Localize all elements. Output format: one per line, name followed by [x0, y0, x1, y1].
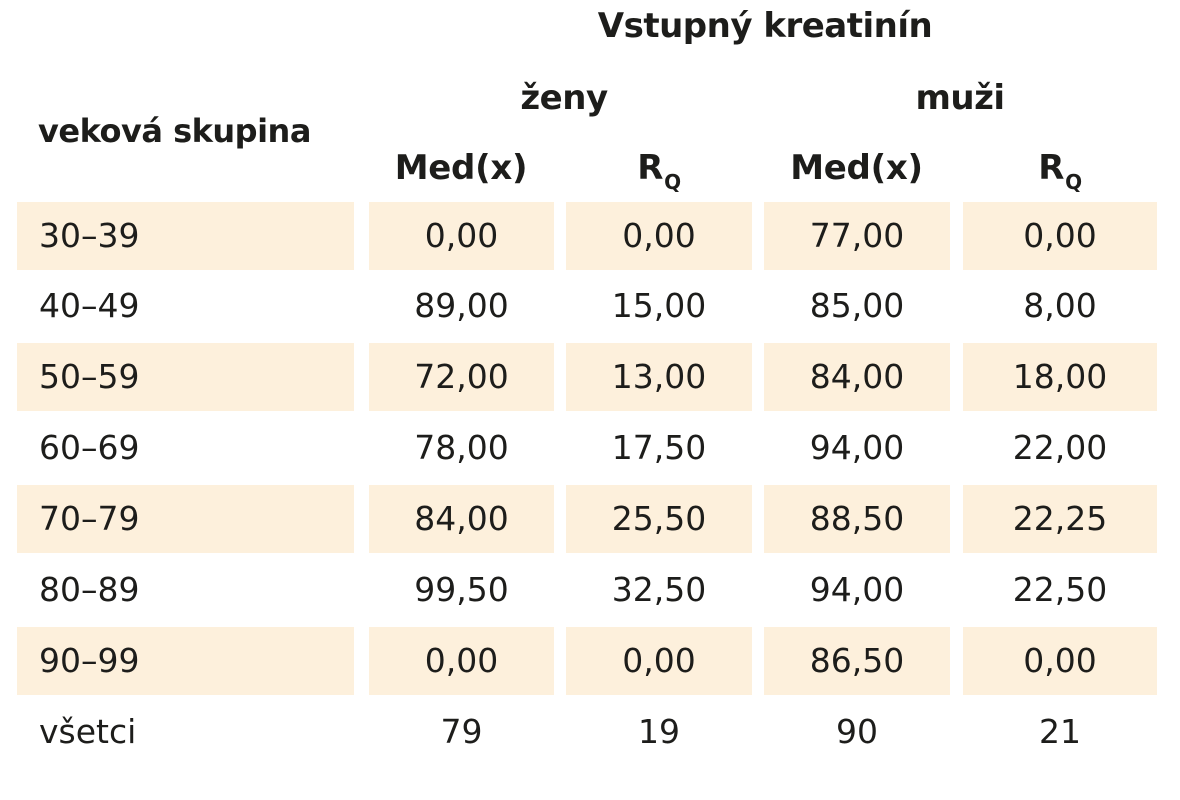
women-range-cell: 15,00 — [611, 286, 707, 325]
women-median-cell: 78,00 — [414, 428, 509, 467]
women-median-cell: 72,00 — [369, 343, 554, 411]
men-median-cell: 77,00 — [764, 202, 950, 270]
women-median-cell: 79 — [440, 712, 483, 751]
age-group-cell: 30–39 — [17, 202, 354, 270]
men-range-cell: 18,00 — [963, 343, 1157, 411]
age-group-cell: 40–49 — [39, 286, 140, 325]
women-median-cell: 89,00 — [414, 286, 509, 325]
women-range-cell: 13,00 — [566, 343, 752, 411]
age-group-cell: 70–79 — [17, 485, 354, 553]
age-group-cell: 90–99 — [17, 627, 354, 695]
women-range-cell: 19 — [638, 712, 680, 751]
women-median-cell: 0,00 — [369, 202, 554, 270]
age-group-cell: 80–89 — [39, 570, 140, 609]
column-header-subscript: Q — [1065, 170, 1082, 194]
men-median-cell: 86,50 — [764, 627, 950, 695]
column-header-label: Med(x) — [790, 148, 923, 188]
men-range-cell: 21 — [1039, 712, 1081, 751]
women-median-cell: 84,00 — [369, 485, 554, 553]
column-header-label: Med(x) — [394, 148, 528, 188]
men-median-cell: 94,00 — [809, 570, 905, 609]
table-row: 50–59 72,00 13,00 84,00 18,00 — [0, 343, 1180, 411]
table-row: 90–99 0,00 0,00 86,50 0,00 — [0, 627, 1180, 695]
table-row-total: všetci 79 19 90 21 — [0, 698, 1180, 766]
women-range-cell: 25,50 — [566, 485, 752, 553]
column-header-subscript: Q — [664, 170, 681, 194]
men-range-cell: 22,00 — [1012, 428, 1108, 467]
table-row: 60–69 78,00 17,50 94,00 22,00 — [0, 414, 1180, 482]
men-range-cell: 8,00 — [1023, 286, 1097, 325]
age-group-cell: 50–59 — [17, 343, 354, 411]
group-header-men: muži — [915, 78, 1005, 118]
men-median-cell: 94,00 — [809, 428, 905, 467]
table-row: 40–49 89,00 15,00 85,00 8,00 — [0, 272, 1180, 340]
column-header-men-range: RQ — [963, 148, 1157, 194]
men-median-cell: 84,00 — [764, 343, 950, 411]
age-group-cell: 60–69 — [39, 428, 140, 467]
column-header-men-median: Med(x) — [764, 148, 950, 188]
column-header-label: R — [637, 148, 664, 188]
column-header-label: R — [1038, 148, 1065, 188]
men-range-cell: 0,00 — [963, 627, 1157, 695]
group-header-women: ženy — [520, 78, 608, 118]
women-range-cell: 0,00 — [566, 627, 752, 695]
row-header-age-group: veková skupina — [38, 112, 311, 150]
table-row: 80–89 99,50 32,50 94,00 22,50 — [0, 556, 1180, 624]
men-median-cell: 85,00 — [809, 286, 905, 325]
men-range-cell: 0,00 — [963, 202, 1157, 270]
women-range-cell: 0,00 — [566, 202, 752, 270]
age-group-cell: všetci — [39, 712, 137, 751]
column-header-women-range: RQ — [566, 148, 752, 194]
column-header-women-median: Med(x) — [369, 148, 554, 188]
table-title: Vstupný kreatinín — [597, 6, 933, 46]
women-range-cell: 17,50 — [611, 428, 707, 467]
table-row: 70–79 84,00 25,50 88,50 22,25 — [0, 485, 1180, 553]
men-range-cell: 22,50 — [1012, 570, 1108, 609]
men-median-cell: 90 — [836, 712, 878, 751]
women-median-cell: 0,00 — [369, 627, 554, 695]
women-median-cell: 99,50 — [414, 570, 509, 609]
men-median-cell: 88,50 — [764, 485, 950, 553]
men-range-cell: 22,25 — [963, 485, 1157, 553]
women-range-cell: 32,50 — [611, 570, 707, 609]
table-row: 30–39 0,00 0,00 77,00 0,00 — [0, 202, 1180, 270]
